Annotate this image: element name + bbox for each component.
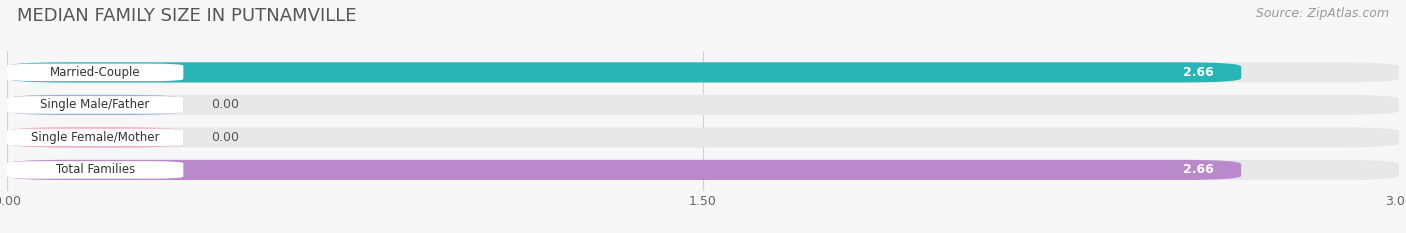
Text: 0.00: 0.00 <box>211 131 239 144</box>
Text: 0.00: 0.00 <box>211 98 239 111</box>
Text: Single Female/Mother: Single Female/Mother <box>31 131 159 144</box>
Text: 2.66: 2.66 <box>1182 163 1213 176</box>
FancyBboxPatch shape <box>7 64 183 81</box>
Text: Total Families: Total Families <box>56 163 135 176</box>
FancyBboxPatch shape <box>7 127 183 147</box>
FancyBboxPatch shape <box>7 127 1399 147</box>
Text: MEDIAN FAMILY SIZE IN PUTNAMVILLE: MEDIAN FAMILY SIZE IN PUTNAMVILLE <box>17 7 356 25</box>
Text: Married-Couple: Married-Couple <box>49 66 141 79</box>
FancyBboxPatch shape <box>7 96 183 114</box>
FancyBboxPatch shape <box>7 95 1399 115</box>
Text: Source: ZipAtlas.com: Source: ZipAtlas.com <box>1256 7 1389 20</box>
Text: Single Male/Father: Single Male/Father <box>41 98 150 111</box>
FancyBboxPatch shape <box>7 161 183 179</box>
FancyBboxPatch shape <box>7 160 1241 180</box>
FancyBboxPatch shape <box>7 160 1399 180</box>
FancyBboxPatch shape <box>7 129 183 146</box>
FancyBboxPatch shape <box>7 95 183 115</box>
FancyBboxPatch shape <box>7 62 1241 82</box>
Text: 2.66: 2.66 <box>1182 66 1213 79</box>
FancyBboxPatch shape <box>7 62 1399 82</box>
